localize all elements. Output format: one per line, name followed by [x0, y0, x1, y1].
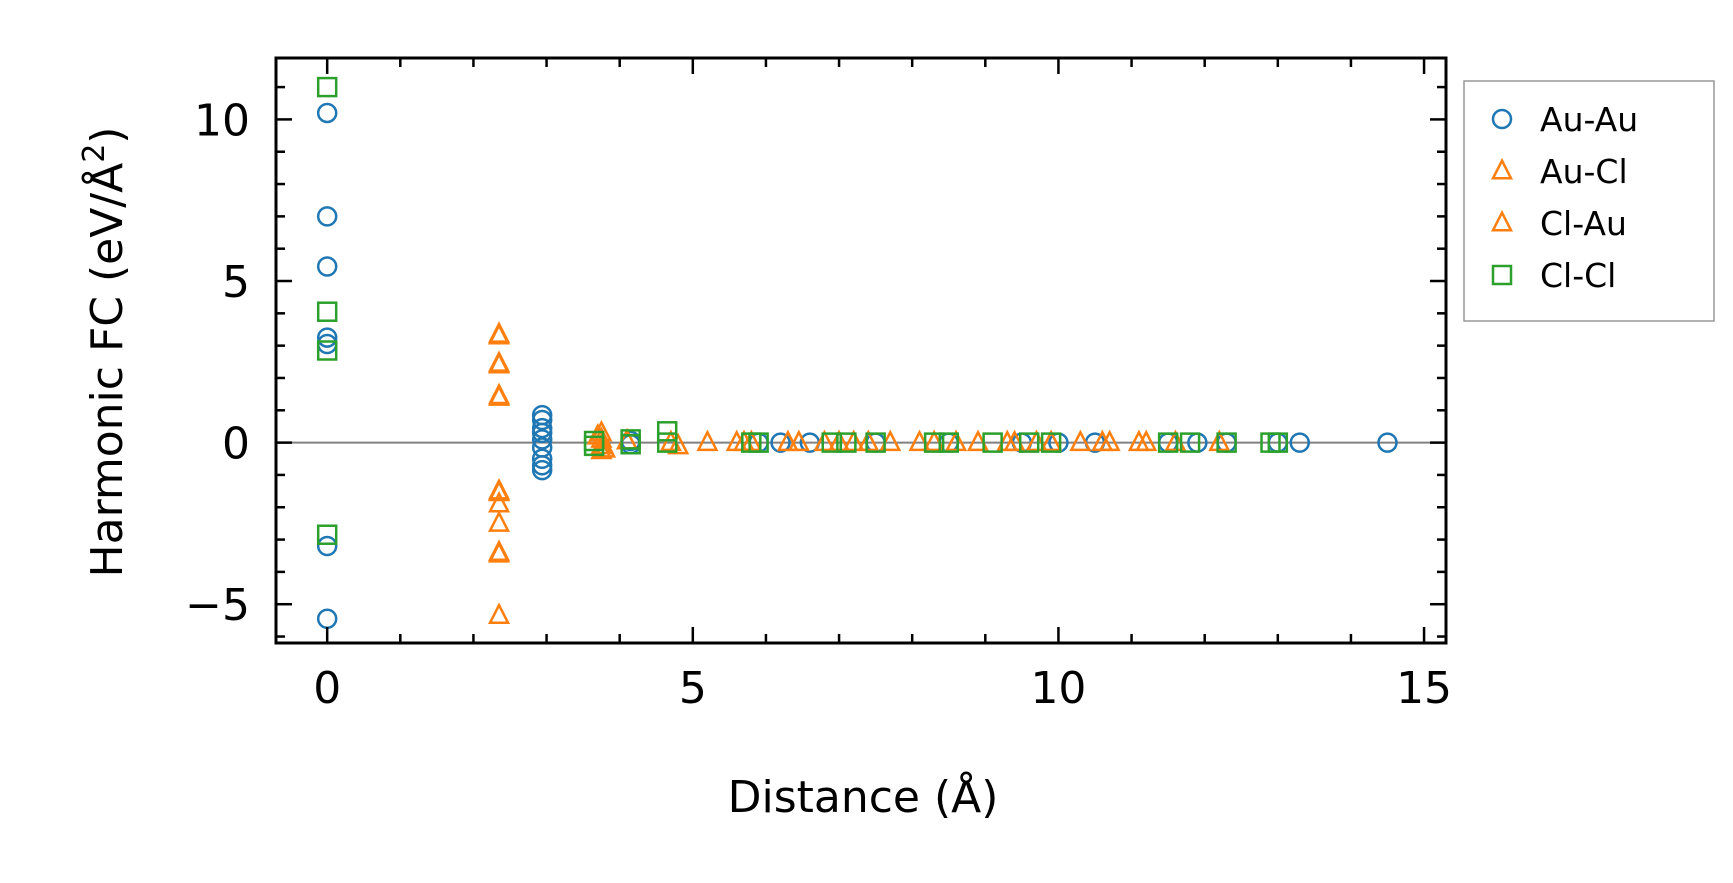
- series-au-au: [316, 102, 1398, 630]
- data-point: [857, 429, 880, 452]
- y-axis-label-close: ): [82, 127, 133, 144]
- data-point: [1069, 429, 1092, 452]
- data-point: [1216, 432, 1237, 453]
- series-cl-cl: [316, 76, 1289, 545]
- data-point: [776, 429, 799, 452]
- data-point: [1157, 432, 1179, 453]
- y-axis-label-main: Harmonic FC (eV/Å: [80, 163, 133, 578]
- data-point: [316, 327, 338, 348]
- data-points: [316, 76, 1398, 630]
- legend: Au-Au Au-Cl Cl-Au Cl-Cl: [1463, 80, 1715, 322]
- data-point: [1040, 432, 1062, 453]
- data-point: [982, 432, 1003, 453]
- data-point: [1018, 432, 1040, 453]
- data-point: [531, 429, 553, 450]
- data-point: [487, 384, 511, 406]
- x-tick-label: 0: [313, 663, 341, 714]
- data-point: [531, 422, 553, 444]
- data-point: [531, 459, 553, 481]
- data-point: [487, 602, 511, 625]
- data-point: [656, 421, 678, 442]
- data-point: [1040, 429, 1063, 452]
- legend-marker-au-au: [1491, 108, 1513, 130]
- y-tick-label: 10: [194, 95, 250, 146]
- data-point: [770, 432, 791, 453]
- legend-marker-au-cl: [1490, 157, 1514, 180]
- axis-ticks: [276, 58, 1446, 643]
- y-tick-label: 0: [222, 419, 250, 470]
- data-point: [487, 479, 511, 502]
- data-point: [316, 102, 338, 124]
- data-point: [1289, 432, 1310, 453]
- data-point: [1098, 429, 1121, 452]
- y-axis-label: Harmonic FC (eV/Å2): [77, 127, 133, 578]
- data-point: [1208, 429, 1231, 452]
- legend-label: Cl-Cl: [1540, 256, 1616, 295]
- data-point: [696, 429, 719, 452]
- data-point: [1135, 429, 1158, 452]
- data-point: [865, 432, 886, 453]
- data-point: [487, 510, 511, 532]
- data-point: [316, 535, 338, 557]
- series-au-cl: [487, 321, 1231, 625]
- data-point: [531, 409, 553, 431]
- data-point: [620, 433, 641, 455]
- data-point: [1179, 432, 1201, 453]
- data-point: [316, 524, 338, 545]
- data-point: [748, 432, 769, 453]
- legend-label: Au-Cl: [1540, 152, 1628, 191]
- data-point: [667, 432, 690, 455]
- x-tick-labels: 0 5 10 15: [313, 663, 1452, 714]
- x-tick-label: 5: [679, 663, 707, 714]
- data-point: [821, 432, 842, 453]
- data-point: [316, 301, 338, 322]
- data-point: [836, 432, 857, 453]
- legend-label: Cl-Au: [1540, 204, 1627, 243]
- legend-marker-cl-cl: [1491, 264, 1513, 286]
- data-point: [583, 435, 605, 457]
- data-point: [828, 429, 851, 452]
- data-point: [787, 429, 810, 452]
- data-point: [487, 541, 511, 563]
- data-point: [531, 448, 553, 470]
- data-point: [656, 432, 678, 453]
- y-tick-labels: −5 0 5 10: [185, 95, 250, 631]
- y-tick-label: 5: [222, 257, 250, 308]
- data-point: [1377, 432, 1398, 453]
- x-axis-label: Distance (Å): [728, 770, 999, 823]
- data-point: [594, 435, 617, 458]
- data-point: [945, 429, 968, 452]
- data-point: [316, 608, 338, 630]
- data-point: [938, 432, 959, 453]
- data-point: [1267, 432, 1289, 453]
- legend-box: [1463, 80, 1715, 322]
- data-point: [842, 429, 865, 452]
- plot-frame: [274, 56, 1448, 645]
- data-point: [316, 76, 338, 98]
- y-axis-label-sup: 2: [77, 144, 112, 163]
- data-point: [813, 429, 836, 452]
- data-point: [487, 351, 511, 374]
- y-tick-label: −5: [185, 580, 250, 631]
- x-tick-label: 10: [1030, 663, 1086, 714]
- data-point: [316, 206, 338, 227]
- data-point: [487, 322, 511, 345]
- x-tick-label: 15: [1396, 663, 1452, 714]
- data-point: [316, 340, 338, 361]
- legend-marker-cl-au: [1490, 209, 1514, 232]
- data-point: [316, 256, 338, 277]
- data-point: [923, 432, 945, 453]
- legend-label: Au-Au: [1540, 100, 1638, 139]
